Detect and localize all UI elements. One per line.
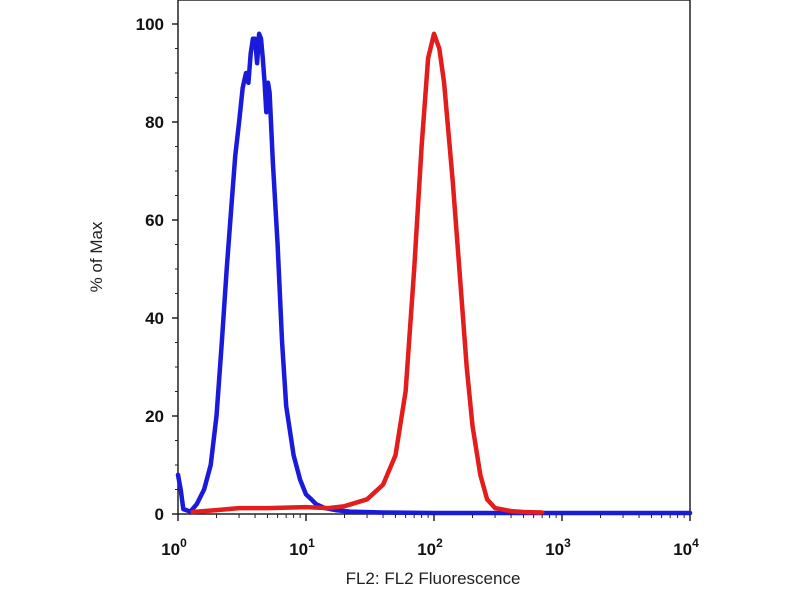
y-tick-label: 40: [145, 309, 164, 328]
x-tick-label: 102: [417, 536, 443, 559]
series-line-1: [175, 31, 693, 516]
x-tick-label: 100: [161, 536, 187, 559]
y-axis-title: % of Max: [87, 221, 106, 292]
x-tick-label: 104: [673, 536, 699, 559]
series-layer: [175, 31, 693, 516]
x-tick-label: 101: [289, 536, 315, 559]
axes-layer: 0 20 40 60 80 100 100 101 102 103 104: [136, 15, 699, 559]
y-tick-label: 0: [155, 505, 164, 524]
y-tick-label: 20: [145, 407, 164, 426]
y-tick-label: 60: [145, 211, 164, 230]
plot-frame: [177, 0, 691, 515]
y-tick-label: 100: [136, 15, 164, 34]
series-line-2: [190, 31, 545, 515]
x-tick-label: 103: [545, 536, 571, 559]
x-axis-title: FL2: FL2 Fluorescence: [346, 569, 521, 588]
y-tick-label: 80: [145, 113, 164, 132]
